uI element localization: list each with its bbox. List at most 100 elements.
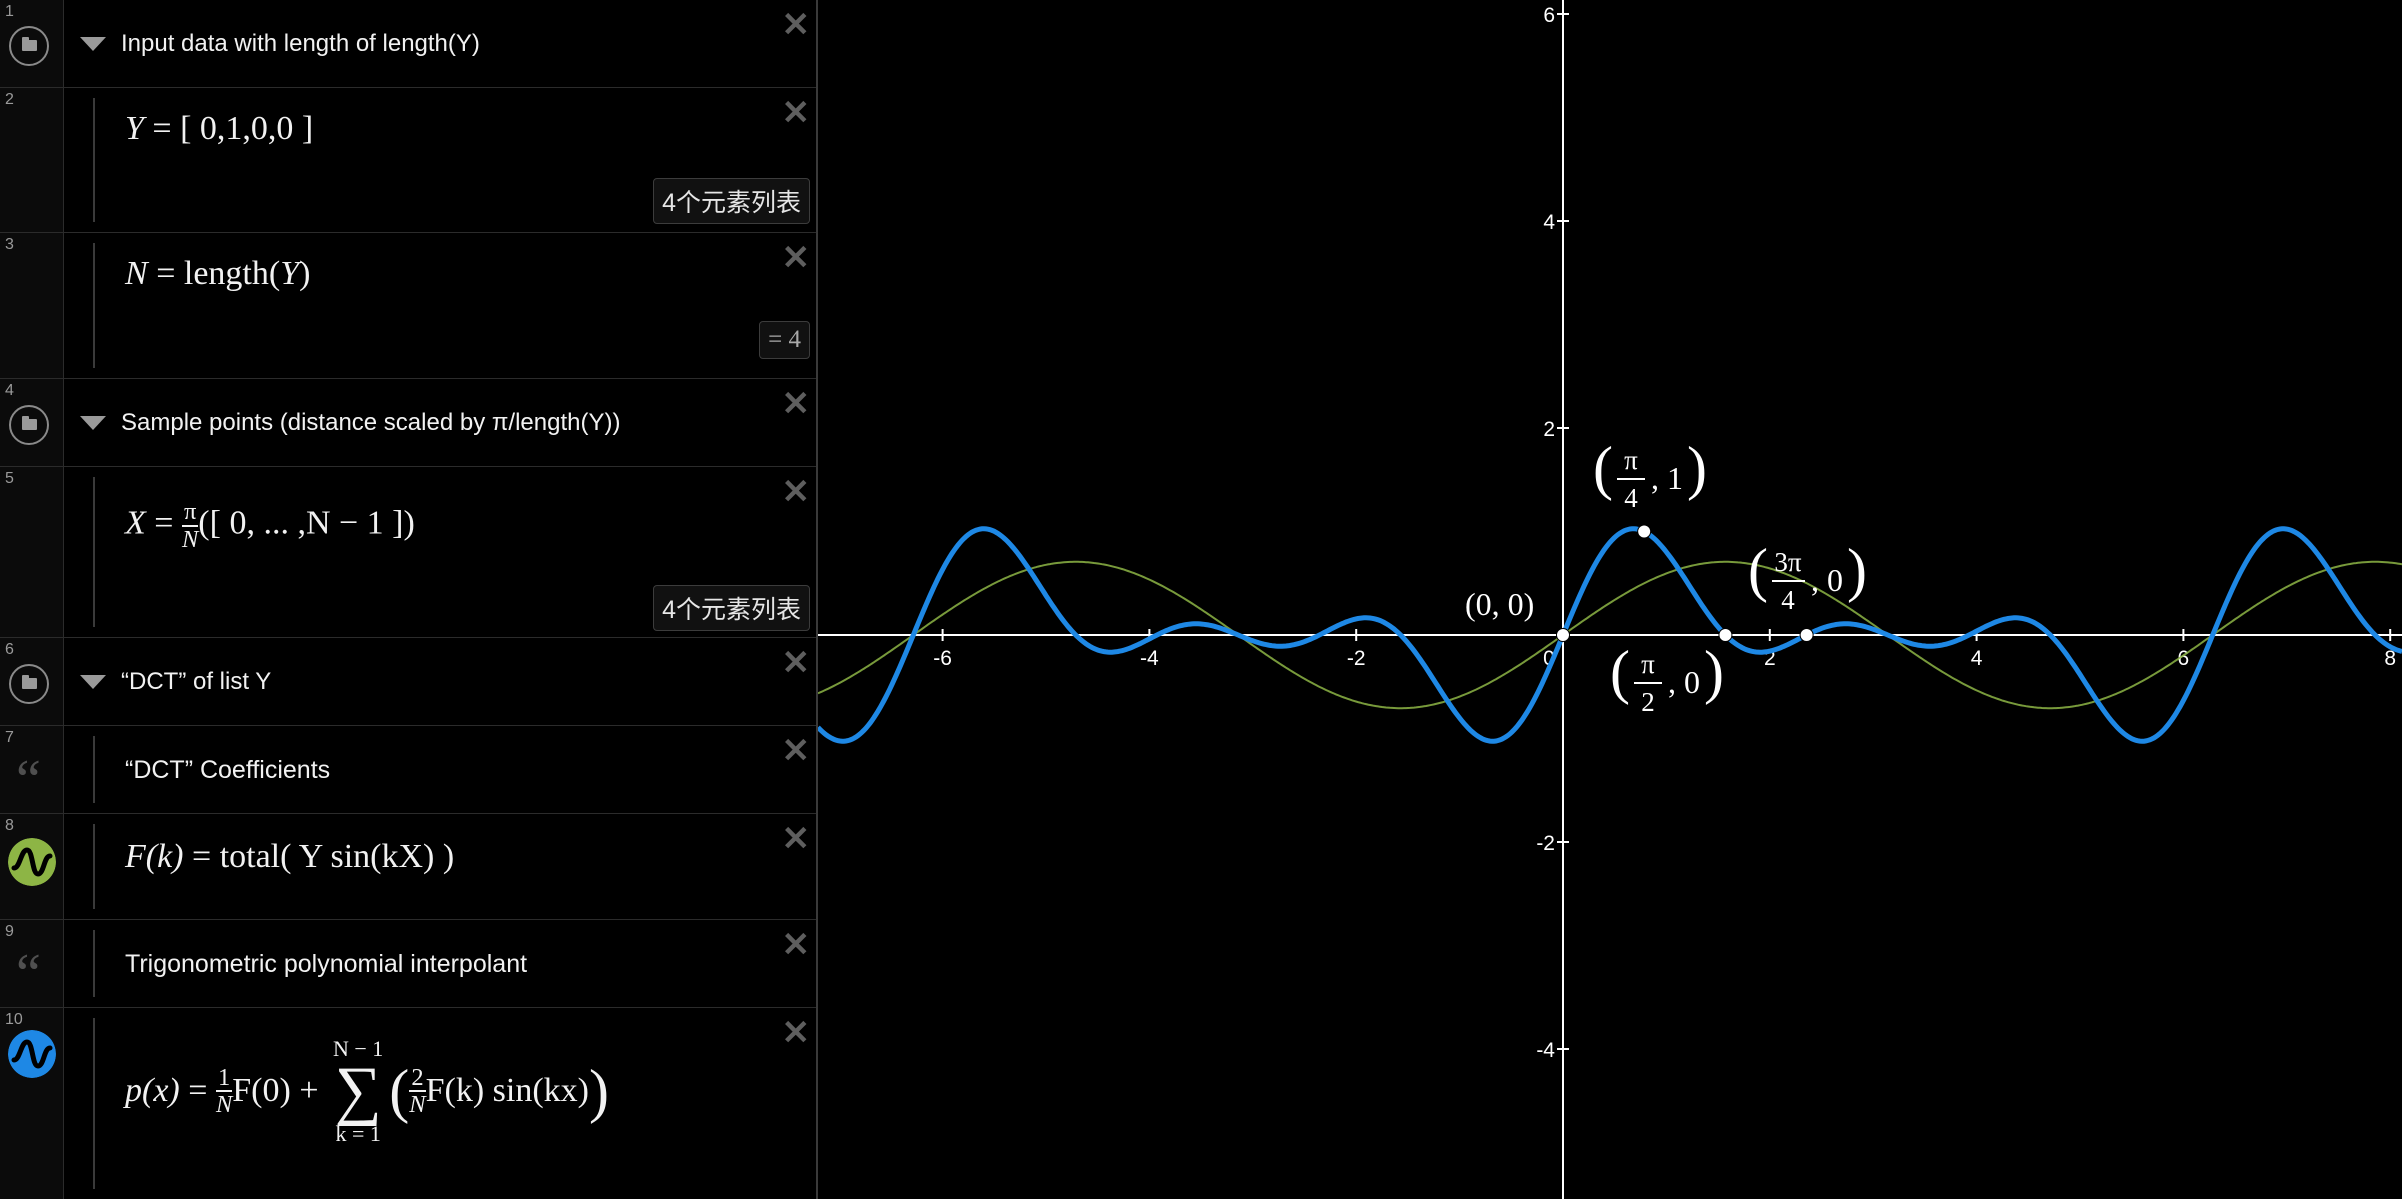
expression-row-3[interactable]: 3 N = length(Y) = 4 ✕ bbox=[0, 233, 816, 379]
folder-indent bbox=[93, 1018, 95, 1189]
frac-den: 4 bbox=[1624, 483, 1638, 513]
folder-indent bbox=[93, 477, 95, 627]
frac-tail: , 0 bbox=[1668, 664, 1700, 700]
frac-den: 4 bbox=[1781, 585, 1795, 615]
x-tick-label: 2 bbox=[1764, 647, 1776, 670]
row-number: 7 bbox=[5, 729, 14, 746]
axes: -6 -4 -2 0 2 4 6 8 6 4 2 -2 -4 bbox=[818, 0, 2402, 1199]
note-text[interactable]: Trigonometric polynomial interpolant bbox=[125, 950, 528, 978]
paren-right: ) bbox=[1704, 639, 1724, 705]
row-gutter: 1 bbox=[0, 0, 64, 87]
math-input[interactable]: Y = [ 0,1,0,0 ] bbox=[125, 110, 314, 147]
row-number: 6 bbox=[5, 641, 14, 658]
series-line-sin[interactable] bbox=[818, 560, 2402, 710]
close-icon[interactable]: ✕ bbox=[781, 6, 811, 44]
curves[interactable] bbox=[818, 526, 2402, 744]
close-icon[interactable]: ✕ bbox=[781, 820, 811, 858]
folder-icon[interactable] bbox=[9, 26, 49, 66]
points[interactable]: (0, 0) (π 4 , 1) (π 2 , 0) (3π 4 , 0) bbox=[1465, 435, 1867, 717]
expression-row-2[interactable]: 2 Y = [ 0,1,0,0 ] 4个元素列表 ✕ bbox=[0, 88, 816, 233]
collapse-caret-icon[interactable] bbox=[80, 37, 106, 51]
paren-left: ( bbox=[1610, 639, 1630, 705]
collapse-caret-icon[interactable] bbox=[80, 416, 106, 430]
point-0[interactable] bbox=[1556, 628, 1570, 642]
point-3[interactable] bbox=[1799, 628, 1814, 642]
x-tick-label: -2 bbox=[1347, 647, 1366, 670]
folder-icon[interactable] bbox=[9, 664, 49, 704]
row-number: 3 bbox=[5, 236, 14, 253]
collapse-caret-icon[interactable] bbox=[80, 675, 106, 689]
folder-icon[interactable] bbox=[9, 405, 49, 445]
row-number: 9 bbox=[5, 923, 14, 940]
point-label-3pi4: (3π 4 , 0) bbox=[1748, 537, 1867, 615]
evaluation-badge: 4个元素列表 bbox=[653, 178, 810, 224]
paren-right: ) bbox=[1687, 435, 1707, 501]
x-tick-label: -4 bbox=[1140, 647, 1159, 670]
folder-indent bbox=[93, 243, 95, 368]
point-label: (0, 0) bbox=[1465, 586, 1534, 622]
math-input[interactable]: F(k) = total( Y sin(kX) ) bbox=[125, 838, 455, 875]
y-tick-label: 6 bbox=[1543, 4, 1555, 27]
close-icon[interactable]: ✕ bbox=[781, 1014, 811, 1052]
x-tick-label: 0 bbox=[1543, 647, 1555, 670]
quote-icon: “ bbox=[16, 749, 41, 811]
expression-row-5[interactable]: 5 X = π N([ 0, ... ,N − 1 ]) 4个元素列表 ✕ bbox=[0, 467, 816, 638]
expression-row-6[interactable]: 6 “DCT” of list Y ✕ bbox=[0, 638, 816, 726]
folder-indent bbox=[93, 824, 95, 909]
close-icon[interactable]: ✕ bbox=[781, 732, 811, 770]
frac-tail: , 0 bbox=[1811, 562, 1843, 598]
point-2[interactable] bbox=[1718, 628, 1733, 642]
paren-right: ) bbox=[1847, 537, 1867, 603]
quote-icon: “ bbox=[16, 943, 41, 1005]
close-icon[interactable]: ✕ bbox=[781, 239, 811, 277]
wave-icon[interactable] bbox=[8, 838, 56, 886]
wave-icon[interactable] bbox=[8, 1030, 56, 1078]
expression-row-9[interactable]: 9 “ Trigonometric polynomial interpolant… bbox=[0, 920, 816, 1008]
close-icon[interactable]: ✕ bbox=[781, 473, 811, 511]
row-number: 5 bbox=[5, 470, 14, 487]
frac-den: 2 bbox=[1641, 687, 1655, 717]
y-tick-label: 4 bbox=[1543, 211, 1555, 234]
expression-list: 1 Input data with length of length(Y) ✕ … bbox=[0, 0, 818, 1199]
folder-indent bbox=[93, 736, 95, 803]
point-label-pi4: (π 4 , 1) bbox=[1593, 435, 1707, 513]
folder-indent bbox=[93, 930, 95, 997]
close-icon[interactable]: ✕ bbox=[781, 385, 811, 423]
math-input[interactable]: X = π N([ 0, ... ,N − 1 ]) bbox=[125, 498, 415, 553]
evaluation-badge: = 4 bbox=[759, 321, 810, 359]
close-icon[interactable]: ✕ bbox=[781, 94, 811, 132]
folder-title[interactable]: Input data with length of length(Y) bbox=[121, 30, 480, 57]
row-number: 10 bbox=[5, 1011, 23, 1028]
x-tick-label: 8 bbox=[2384, 647, 2396, 670]
x-tick-label: 4 bbox=[1971, 647, 1983, 670]
folder-title[interactable]: “DCT” of list Y bbox=[121, 668, 272, 695]
folder-indent bbox=[93, 98, 95, 222]
frac-num: π bbox=[1641, 649, 1655, 679]
expression-row-8[interactable]: 8 F(k) = total( Y sin(kX) ) ✕ bbox=[0, 814, 816, 920]
close-icon[interactable]: ✕ bbox=[781, 644, 811, 682]
y-tick-label: -4 bbox=[1536, 1039, 1555, 1062]
expression-row-1[interactable]: 1 Input data with length of length(Y) ✕ bbox=[0, 0, 816, 88]
x-tick-label: 6 bbox=[2178, 647, 2190, 670]
note-text[interactable]: “DCT” Coefficients bbox=[125, 756, 331, 784]
series-line-p[interactable] bbox=[818, 526, 2402, 744]
expression-row-4[interactable]: 4 Sample points (distance scaled by π/le… bbox=[0, 379, 816, 467]
frac-num: 3π bbox=[1774, 547, 1802, 577]
close-icon[interactable]: ✕ bbox=[781, 926, 811, 964]
point-1[interactable] bbox=[1637, 524, 1652, 539]
evaluation-badge: 4个元素列表 bbox=[653, 585, 810, 631]
y-tick-label: -2 bbox=[1536, 832, 1555, 855]
paren-left: ( bbox=[1593, 435, 1613, 501]
folder-title[interactable]: Sample points (distance scaled by π/leng… bbox=[121, 409, 621, 436]
expression-row-7[interactable]: 7 “ “DCT” Coefficients ✕ bbox=[0, 726, 816, 814]
math-input[interactable]: N = length(Y) bbox=[125, 255, 311, 292]
row-number: 2 bbox=[5, 91, 14, 108]
row-number: 4 bbox=[5, 382, 14, 399]
paren-left: ( bbox=[1748, 537, 1768, 603]
point-label-pi2: ( π 2 , 0) bbox=[1610, 639, 1724, 717]
frac-tail: , 1 bbox=[1651, 460, 1683, 496]
row-number: 1 bbox=[5, 3, 14, 20]
